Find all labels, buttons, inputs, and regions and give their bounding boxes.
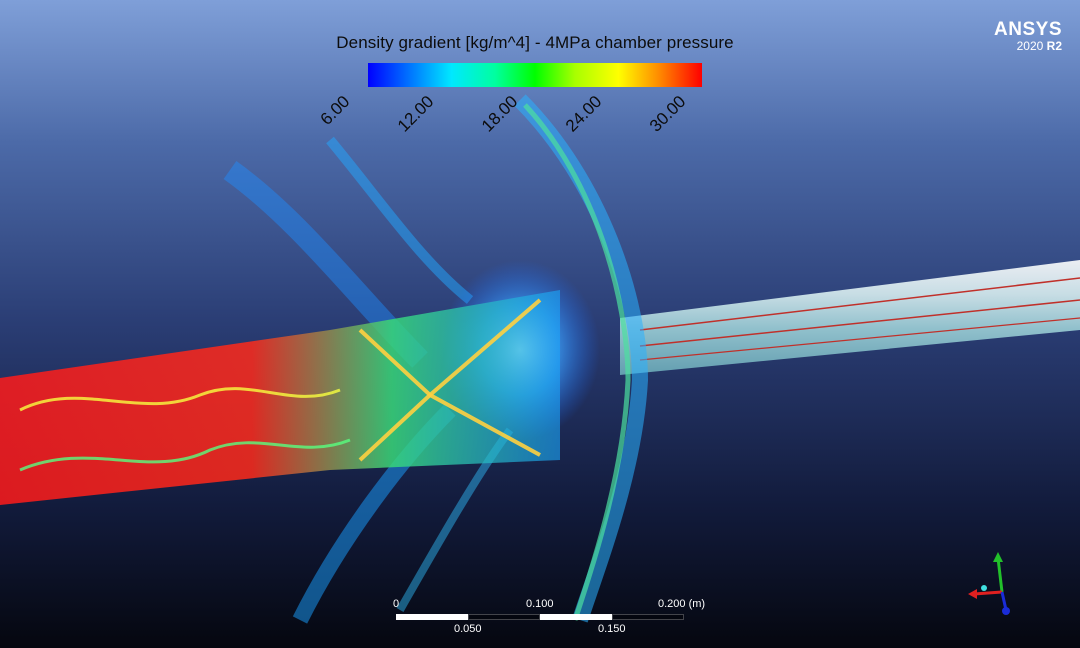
scale-label-top: 0 <box>393 598 400 610</box>
scale-segment <box>540 614 612 620</box>
scale-segment <box>396 614 468 620</box>
ansys-logo: ANSYS 2020 R2 <box>994 20 1062 53</box>
logo-year: 2020 <box>1016 39 1044 53</box>
jet-plume <box>0 290 560 505</box>
logo-name: ANSYS <box>994 19 1062 40</box>
logo-version: 2020 R2 <box>994 39 1062 53</box>
xyz-axes-icon[interactable] <box>962 548 1022 618</box>
scale-segment <box>612 614 684 620</box>
scale-label-top: 0.200 (m) <box>658 598 706 610</box>
scale-segment <box>468 614 540 620</box>
scale-label-top: 0.100 <box>526 598 554 610</box>
legend-title: Density gradient [kg/m^4] - 4MPa chamber… <box>336 33 734 52</box>
scale-label-bottom: 0.050 <box>454 623 482 635</box>
scale-label-bottom: 0.150 <box>598 623 626 635</box>
logo-release: R2 <box>1046 39 1062 53</box>
scale-bar: 0 0.100 0.200 (m) 0.050 0.150 <box>380 598 720 638</box>
nozzle-tube <box>620 260 1080 375</box>
colorbar <box>368 63 702 87</box>
